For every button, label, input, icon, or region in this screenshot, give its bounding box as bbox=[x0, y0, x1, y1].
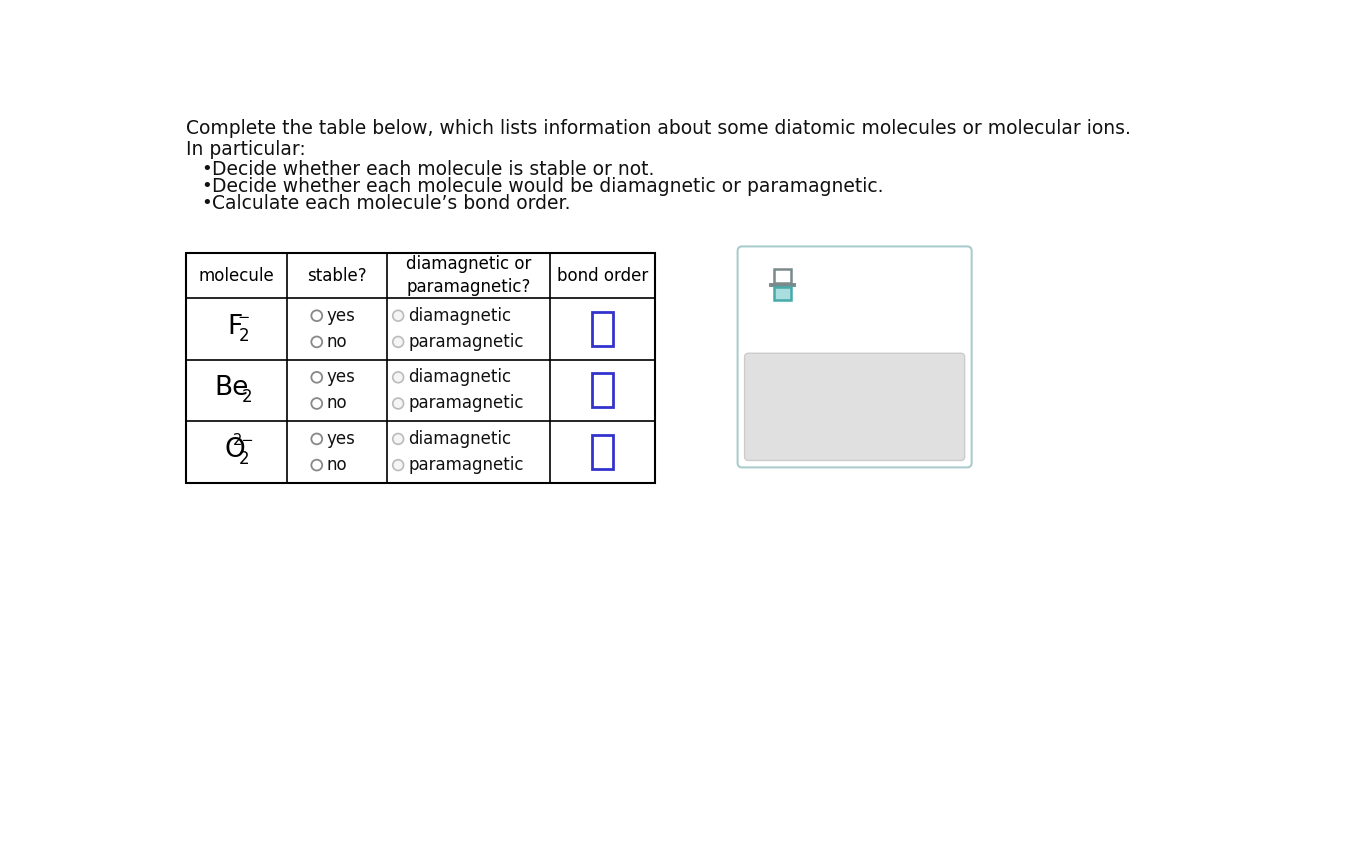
Text: 2: 2 bbox=[239, 327, 250, 345]
Circle shape bbox=[312, 460, 323, 470]
Text: no: no bbox=[327, 333, 347, 351]
Text: •: • bbox=[201, 177, 212, 195]
Text: −: − bbox=[238, 310, 250, 325]
Circle shape bbox=[393, 336, 404, 347]
Text: In particular:: In particular: bbox=[186, 140, 305, 159]
Text: bond order: bond order bbox=[556, 267, 648, 285]
Circle shape bbox=[393, 398, 404, 408]
Bar bbox=[591, 435, 613, 469]
Bar bbox=[774, 287, 791, 299]
Circle shape bbox=[393, 372, 404, 383]
Circle shape bbox=[393, 460, 404, 470]
Circle shape bbox=[393, 433, 404, 445]
Text: 2−: 2− bbox=[234, 433, 255, 448]
Circle shape bbox=[312, 433, 323, 445]
Circle shape bbox=[312, 310, 323, 321]
FancyBboxPatch shape bbox=[745, 353, 965, 460]
Text: 2: 2 bbox=[242, 389, 252, 406]
Text: no: no bbox=[327, 395, 347, 413]
Circle shape bbox=[393, 310, 404, 321]
Text: stable?: stable? bbox=[306, 267, 367, 285]
Text: Calculate each molecule’s bond order.: Calculate each molecule’s bond order. bbox=[212, 194, 571, 213]
Circle shape bbox=[312, 398, 323, 408]
Text: no: no bbox=[327, 456, 347, 474]
Text: yes: yes bbox=[327, 368, 355, 386]
Text: diamagnetic or
paramagnetic?: diamagnetic or paramagnetic? bbox=[406, 255, 532, 297]
Text: Decide whether each molecule is stable or not.: Decide whether each molecule is stable o… bbox=[212, 160, 655, 179]
Text: molecule: molecule bbox=[198, 267, 274, 285]
Bar bbox=[591, 373, 613, 408]
Text: diamagnetic: diamagnetic bbox=[408, 430, 512, 448]
Text: yes: yes bbox=[327, 307, 355, 325]
Text: diamagnetic: diamagnetic bbox=[408, 368, 512, 386]
Text: paramagnetic: paramagnetic bbox=[408, 333, 524, 351]
FancyBboxPatch shape bbox=[737, 247, 972, 468]
Text: Complete the table below, which lists information about some diatomic molecules : Complete the table below, which lists in… bbox=[186, 119, 1131, 138]
Text: ↺: ↺ bbox=[888, 392, 914, 421]
Text: Be: Be bbox=[215, 375, 248, 401]
Text: Decide whether each molecule would be diamagnetic or paramagnetic.: Decide whether each molecule would be di… bbox=[212, 177, 884, 196]
Text: •: • bbox=[201, 160, 212, 178]
Bar bbox=[186, 254, 655, 482]
Bar bbox=[591, 312, 613, 346]
Text: •: • bbox=[201, 194, 212, 212]
Circle shape bbox=[312, 372, 323, 383]
Text: yes: yes bbox=[327, 430, 355, 448]
Text: ×: × bbox=[794, 390, 822, 423]
Bar bbox=[774, 268, 791, 283]
Text: paramagnetic: paramagnetic bbox=[408, 395, 524, 413]
Text: O: O bbox=[224, 437, 244, 463]
Text: paramagnetic: paramagnetic bbox=[408, 456, 524, 474]
Text: diamagnetic: diamagnetic bbox=[408, 307, 512, 325]
Circle shape bbox=[312, 336, 323, 347]
Text: F: F bbox=[227, 314, 242, 340]
Text: 2: 2 bbox=[239, 450, 250, 468]
